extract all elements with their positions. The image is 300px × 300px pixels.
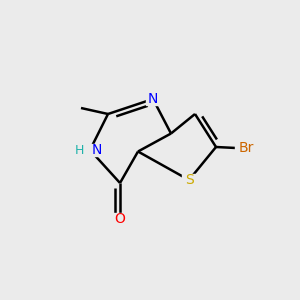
Bar (182, 174, 196, 186)
Text: N: N (148, 92, 158, 106)
Text: Br: Br (238, 142, 254, 155)
Bar (112, 213, 128, 225)
Bar (80, 144, 100, 156)
Text: N: N (92, 143, 102, 157)
Text: O: O (115, 212, 125, 226)
Bar (146, 93, 160, 105)
Text: S: S (184, 173, 194, 187)
Bar (236, 142, 256, 154)
Text: H: H (75, 143, 85, 157)
